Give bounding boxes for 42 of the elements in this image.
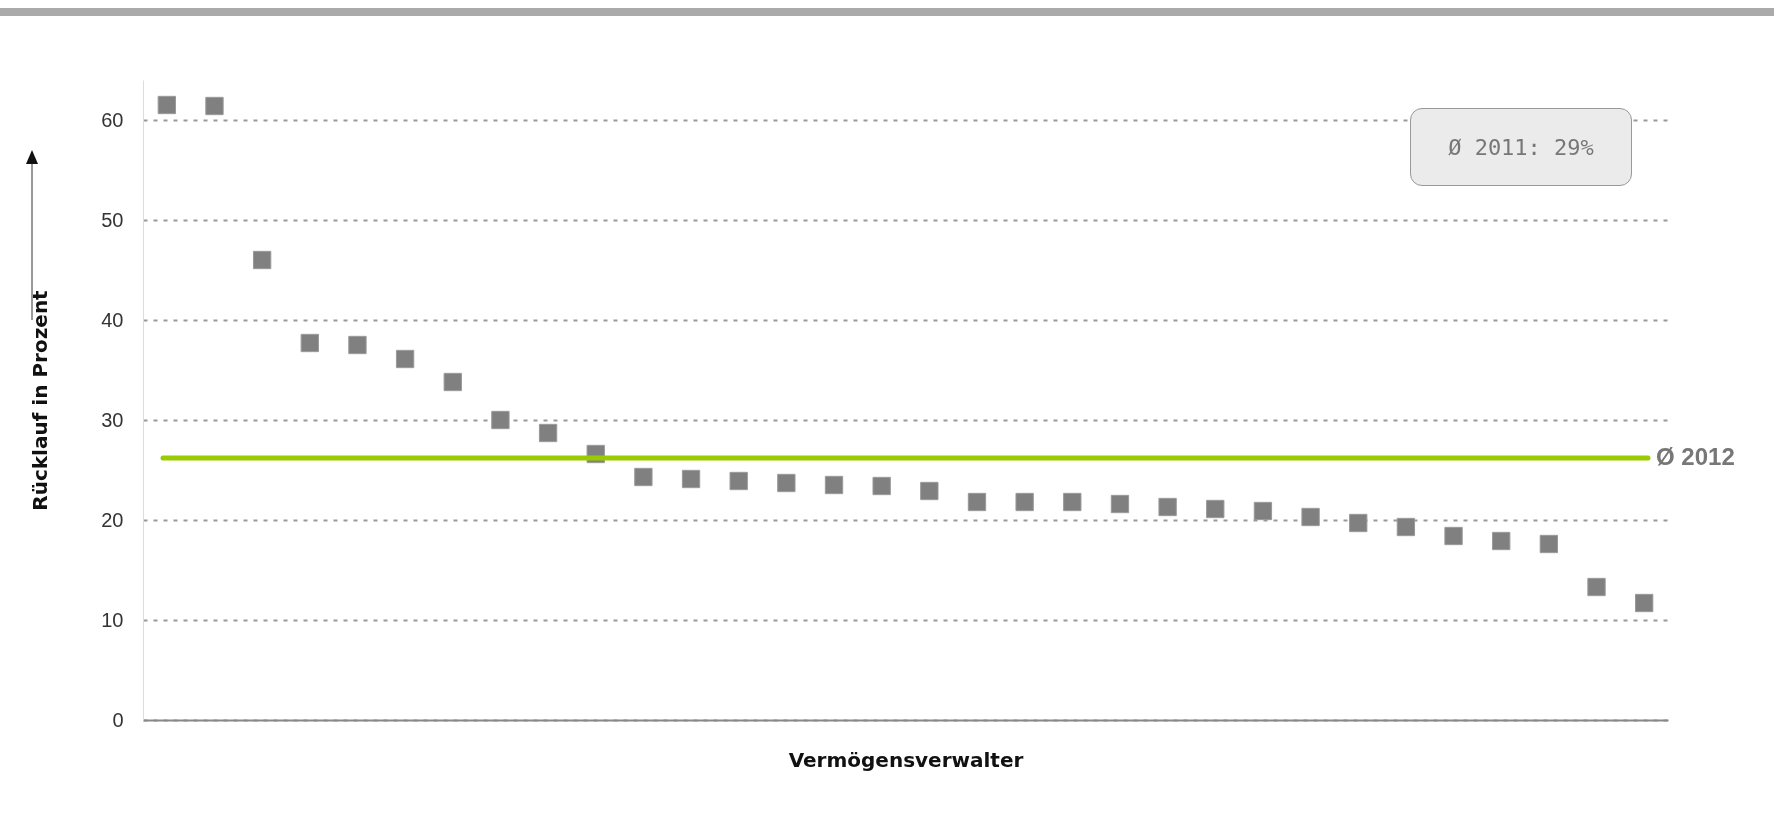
point bbox=[1396, 517, 1416, 537]
point bbox=[1539, 534, 1559, 554]
point bbox=[967, 492, 987, 512]
y-tick-label: 40 bbox=[101, 308, 124, 331]
y-tick-label: 0 bbox=[112, 708, 124, 731]
point bbox=[872, 476, 891, 496]
y-tick-label: 10 bbox=[101, 608, 124, 631]
point bbox=[777, 473, 796, 493]
point bbox=[920, 481, 939, 501]
point bbox=[634, 467, 653, 487]
x-axis-title: Vermögensverwalter bbox=[788, 747, 1024, 772]
point bbox=[1587, 577, 1606, 597]
point bbox=[729, 471, 748, 491]
point bbox=[1158, 497, 1177, 517]
y-tick-label: 30 bbox=[101, 408, 124, 431]
point bbox=[1110, 494, 1130, 514]
y-tick-label: 50 bbox=[101, 208, 124, 231]
point bbox=[300, 333, 319, 353]
point bbox=[348, 335, 367, 355]
point bbox=[1635, 593, 1654, 613]
y-tick-label: 60 bbox=[101, 108, 124, 131]
point bbox=[824, 475, 844, 495]
y-tick-label: 20 bbox=[101, 508, 124, 531]
point bbox=[1444, 526, 1463, 546]
ref-line-label: Ø 2012 bbox=[1656, 443, 1735, 470]
point bbox=[1253, 501, 1273, 521]
point bbox=[205, 96, 224, 116]
y-axis-title: Rücklauf in Prozent bbox=[28, 289, 53, 511]
point bbox=[1492, 531, 1511, 551]
point bbox=[1301, 507, 1320, 527]
point bbox=[681, 469, 701, 489]
point bbox=[157, 95, 176, 115]
point bbox=[1015, 492, 1034, 512]
point bbox=[1349, 513, 1368, 533]
point bbox=[1063, 492, 1082, 512]
note-box: Ø 2011: 29% bbox=[1410, 108, 1632, 186]
point bbox=[538, 423, 558, 443]
point bbox=[252, 250, 272, 270]
point bbox=[443, 372, 462, 392]
point bbox=[491, 410, 510, 430]
point bbox=[395, 349, 415, 369]
point bbox=[1206, 499, 1225, 519]
